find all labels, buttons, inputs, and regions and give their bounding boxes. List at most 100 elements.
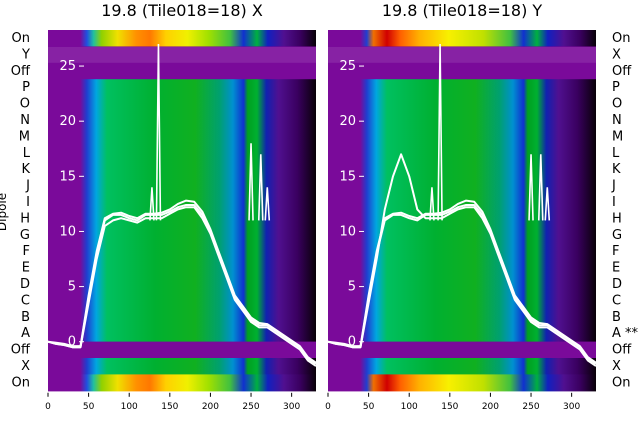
overlay-line: [47, 206, 317, 367]
heatmap-row: [328, 374, 596, 392]
row-label: F: [23, 244, 30, 259]
heatmap-row: [48, 243, 316, 261]
chart-title-y: 19.8 (Tile018=18) Y: [382, 1, 543, 20]
row-label: O: [612, 97, 622, 112]
heatmap-row: [48, 112, 316, 129]
overlay-ytick-label: 10: [59, 224, 76, 239]
row-label: D: [612, 277, 622, 292]
overlay-ytick-label: 10: [339, 224, 356, 239]
overlay-ytick-label: 5: [68, 280, 76, 295]
heatmap-row: [328, 259, 596, 277]
x-ticks-y: 0 50 100 150 200 250 300: [325, 392, 580, 412]
row-label: I: [612, 195, 616, 210]
overlay-ytick-label: 5: [348, 280, 356, 295]
row-label: L: [612, 146, 620, 161]
row-label: P: [612, 80, 620, 95]
overlay-line: [327, 199, 597, 364]
heatmap-row: [328, 358, 596, 375]
x-tick-label: 250: [242, 402, 259, 412]
row-label: P: [22, 80, 30, 95]
heatmap-row: [328, 341, 596, 359]
x-tick-label: 50: [83, 402, 95, 412]
row-label: N: [612, 113, 622, 128]
heatmap-row: [48, 308, 316, 326]
heatmap-row: [48, 128, 316, 146]
overlay-ytick-label: 15: [59, 169, 76, 184]
overlay-ytick-label: 20: [339, 114, 356, 129]
heatmap-row: [48, 210, 316, 228]
x-tick-label: 0: [45, 402, 51, 412]
x-tick-label: 150: [441, 402, 458, 412]
heatmap-row: [48, 177, 316, 195]
heatmap-row: [48, 276, 316, 293]
x-tick-label: 150: [161, 402, 178, 412]
heatmap-row: [328, 62, 596, 80]
row-label: O: [20, 97, 30, 112]
overlay-ytick-label: 0: [68, 335, 76, 350]
heatmap-row: [48, 79, 316, 97]
x-tick-label: 200: [202, 402, 219, 412]
row-label: X: [21, 359, 30, 374]
x-tick-label: 50: [363, 402, 375, 412]
row-label: A **: [612, 326, 639, 341]
row-label: Y: [21, 47, 30, 62]
heatmap-row: [328, 243, 596, 261]
heatmap-row: [48, 374, 316, 392]
row-label: K: [612, 162, 621, 177]
overlay-spike: [544, 187, 551, 221]
row-label: G: [20, 228, 30, 243]
heatmap-row: [48, 95, 316, 113]
chart-title-x: 19.8 (Tile018=18) X: [101, 1, 263, 20]
row-label: Off: [612, 64, 632, 79]
row-label: E: [612, 261, 620, 276]
row-label: H: [20, 211, 30, 226]
heatmap-row: [48, 30, 316, 47]
row-label: Off: [11, 64, 31, 79]
overlay-line: [327, 153, 597, 367]
x-tick-label: 200: [482, 402, 499, 412]
row-label: J: [611, 179, 616, 194]
heatmap-row: [328, 30, 596, 47]
overlay-spike: [248, 143, 254, 221]
overlay-spike: [537, 154, 544, 221]
row-label: G: [612, 228, 622, 243]
overlay-spike: [149, 187, 155, 221]
overlay-spike: [257, 154, 264, 221]
heatmap-row: [48, 341, 316, 359]
overlay-lines-y: [327, 43, 597, 367]
heatmap-rows-y: [328, 30, 596, 392]
heatmap-row: [48, 62, 316, 80]
row-label: J: [25, 179, 30, 194]
row-label: D: [20, 277, 30, 292]
row-label: M: [19, 129, 30, 144]
row-label: Off: [612, 343, 632, 358]
row-label: L: [23, 146, 31, 161]
overlay-spike: [264, 187, 271, 221]
x-tick-label: 0: [325, 402, 331, 412]
overlay-ytick-label: 20: [59, 114, 76, 129]
row-label: K: [21, 162, 30, 177]
heatmap-row: [48, 292, 316, 310]
heatmap-row: [328, 144, 596, 162]
heatmap-row: [328, 95, 596, 113]
row-label: X: [612, 359, 621, 374]
overlay-ytick-label: 25: [59, 59, 76, 74]
x-ticks-x: 0 50 100 150 200 250 300: [45, 392, 300, 412]
overlay-ytick-label: 15: [339, 169, 356, 184]
heatmap-row: [328, 46, 596, 64]
row-label: F: [612, 244, 619, 259]
row-label: On: [612, 31, 630, 46]
row-label: Off: [11, 343, 31, 358]
heatmap-row: [328, 161, 596, 179]
overlay-spike: [155, 43, 162, 221]
overlay-spike: [437, 43, 443, 221]
heatmap-row: [328, 210, 596, 228]
row-label: H: [612, 211, 622, 226]
x-tick-label: 300: [563, 402, 580, 412]
row-label: N: [20, 113, 30, 128]
heatmap-row: [48, 161, 316, 179]
heatmap-row: [328, 79, 596, 97]
